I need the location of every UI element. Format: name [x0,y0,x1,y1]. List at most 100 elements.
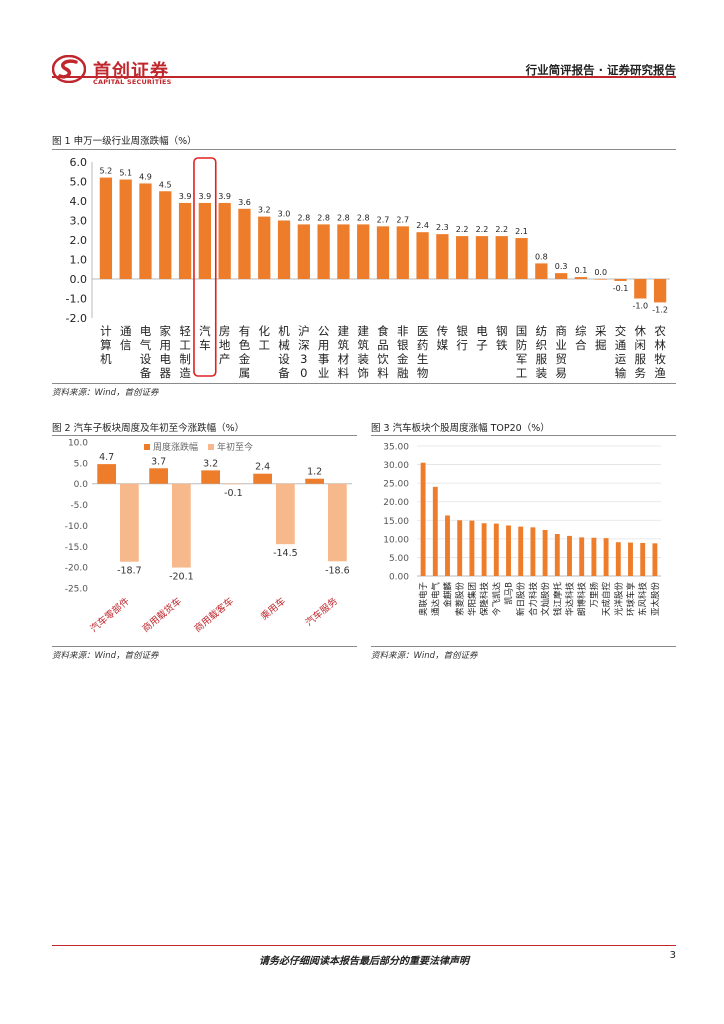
category-label-e9a39fe59381e9a5aee69699: 食品饮料 [377,324,389,380]
bar-e4bf9de99a86e7a791e68a80 [481,523,487,576]
category-label-e4b89ce9a38ee7a791e68a80: 东风科技 [638,582,649,617]
category-label: 通信 [120,324,132,352]
category-label: 交通运输 [615,324,627,380]
footer-disclaimer: 请务必仔细阅读本报告最后部分的重要法律声明 [259,956,469,967]
category-label: 电子 [476,324,488,352]
data-label: 0.0 [594,268,607,277]
category-label-e4baa4e9809ae8bf90e8be93: 交通运输 [615,324,627,380]
category-label-e585ace794a8e4ba8be4b89a: 公用事业 [318,324,330,380]
category-label-e98787e68e98: 采掘 [595,324,607,352]
category-label-e7b4a2e88fb1e882a1e4bbbd: 索菱股份 [455,582,466,617]
category-label: 机械设备 [278,324,290,380]
category-label-e5a4a9e68890e887aae68ea7: 天成自控 [601,582,612,617]
category-label-e7bbbce59088: 综合 [575,324,587,352]
category-label-e794b5e5ad90: 电子 [476,324,488,352]
legend-swatch-e591a8e5baa6e6b6a8e8b78ce5b985 [144,444,150,450]
category-label: 纺织服装 [536,324,548,380]
data-label: 3.9 [198,192,211,201]
category-label-e78eafe79083e8bda6e4baab: 环球车享 [626,582,637,617]
category-label-e59586e794a8e8bdbde5aea2e8bda6: 商用载客车 [192,595,236,635]
category-label-e4bf9de99a86e7a791e68a80: 保隆科技 [479,582,490,617]
data-label: 4.7 [99,452,114,463]
bar-e58d8ee998b3e99b86e59ba2 [469,520,475,576]
y-tick-label: -25.0 [65,585,89,595]
category-label: 房地产 [219,324,231,366]
data-label: 3.2 [203,458,218,469]
bar-e58c96e5b7a5 [258,216,271,279]
report-type-title: 行业简评报告 · 证券研究报告 [525,63,676,77]
category-label-e688bfe59cb0e4baa7: 房地产 [219,324,231,366]
data-label: 2.7 [396,215,409,224]
category-label-e7babae7bb87e69c8de8a385: 纺织服装 [536,324,548,380]
category-label-e59088e58a9be7a791e68a80: 合力科技 [528,582,539,617]
category-label-e59586e794a8e8bdbde8b4a7e8bda6: 商用载货车 [140,595,184,635]
header-divider [52,76,676,78]
bar-e98791e9ba92e9ba9f [445,515,450,576]
figure3-chart: 35.00 30.00 25.00 20.00 15.00 10.00 5.00 0.00 奥联… [383,443,661,617]
data-label: 3.7 [151,456,166,467]
y-tick-label: 3.0 [70,215,88,228]
category-label: 商业贸易 [555,324,567,380]
category-label-e4b998e794a8e8bda6: 乘用车 [258,595,288,623]
category-label-e992a2e99381: 钢铁 [496,324,508,352]
category-label: 银行 [456,324,468,352]
figure1-top-rule [52,149,676,150]
data-label: -18.7 [117,566,142,577]
bar-e58d8ee8bebee7a791e68a80 [567,535,572,576]
y-tick-label: -2.0 [66,312,87,325]
category-label-e5aeb6e794a8e794b5e599a8: 家用电器 [160,324,172,380]
bar-e4bca0e5aa92 [436,234,449,279]
data-label: 2.2 [495,225,508,234]
category-label: 汽车 [199,324,211,352]
bar-e5b9b4e5889de887b3e4bb8a-e6b1bde8bda6e99bb6e983a8e4bbb6 [120,483,139,562]
category-label-e59bbde998b2e5869be5b7a5: 国防军工 [516,324,528,380]
data-label: 3.6 [238,198,251,207]
category-label: 电气设备 [140,324,152,380]
bar-e5b9b4e5889de887b3e4bb8a-e4b998e794a8e8bda6 [276,483,295,545]
data-label: 2.7 [377,215,390,224]
bar-e9809ae8bebee794b5e6b094 [432,486,438,576]
category-label: 建筑装饰 [357,324,369,380]
category-label: 钢铁 [496,324,508,352]
category-label-e69687e781bfe882a1e4bbbd: 文灿股份 [540,582,551,617]
y-tick-label: 25.00 [383,480,409,490]
figure3-title: 图 3 汽车板块个股周度涨幅 TOP20（%） [371,423,550,434]
category-label-e69cbae6a2b0e8aebee5a487: 机械设备 [278,324,290,380]
category-label: 公用事业 [318,324,330,380]
data-label: 2.4 [416,221,429,230]
category-label: 休闲服务 [635,324,647,380]
bar-e98787e68e98 [594,279,607,280]
bar-e7b4a2e88fb1e882a1e4bbbd [457,520,463,576]
bar-e794b5e5ad90 [475,236,489,279]
bar-e585ace794a8e4ba8be4b89a [317,224,330,279]
data-label: 3.9 [179,192,192,201]
bar-e6b1bde8bda6 [198,202,211,279]
figure1-chart: 6.0 5.0 4.0 3.0 2.0 1.0 0.0 -1.0 -2.0 5.2 计算机 5.1 通信… [66,156,670,382]
figure3-source: 资料来源：Wind，首创证券 [371,651,478,661]
category-label-e4ba9ae5a4aae882a1e4bbbd: 亚太股份 [650,582,661,617]
data-label: 2.3 [436,223,449,232]
category-label-e5a5a5e88194e794b5e5ad90: 奥联电子 [418,582,429,617]
category-label-e4b887e9878ce689ac: 万里扬 [589,582,600,608]
y-tick-label: 15.00 [383,517,409,527]
bar-e587afe9a9acb [506,525,511,576]
bar-e6b2aae6b7b1300 [297,224,310,279]
data-label: 3.0 [278,210,291,219]
bar-e59586e4b89ae8b4b8e69893 [555,273,568,279]
category-label-e4bb8ae9a39ee587afe8bebe: 今飞凯达 [491,582,502,617]
category-label-e8aea1e7ae97e69cba: 计算机 [100,324,112,366]
data-label: -14.5 [273,548,298,559]
legend-label: 周度涨跌幅 [153,441,198,453]
page-number: 3 [669,950,676,961]
bar-e59088e58a9be7a791e68a80 [530,527,536,576]
category-label: 采掘 [595,324,607,352]
category-label-e58589e6b48be882a1e4bbbd: 光洋股份 [613,582,624,617]
bar-e9a39fe59381e9a5aee69699 [376,226,390,279]
category-label-e4bc91e997b2e69c8de58aa1: 休闲服务 [635,324,647,380]
y-tick-label: 0.00 [389,573,409,583]
data-label: 5.1 [119,169,132,178]
y-tick-label: -20.0 [65,564,89,574]
category-label: 轻工制造 [179,324,191,380]
data-label: 2.2 [456,225,469,234]
figure3-bottom-rule [371,646,676,647]
